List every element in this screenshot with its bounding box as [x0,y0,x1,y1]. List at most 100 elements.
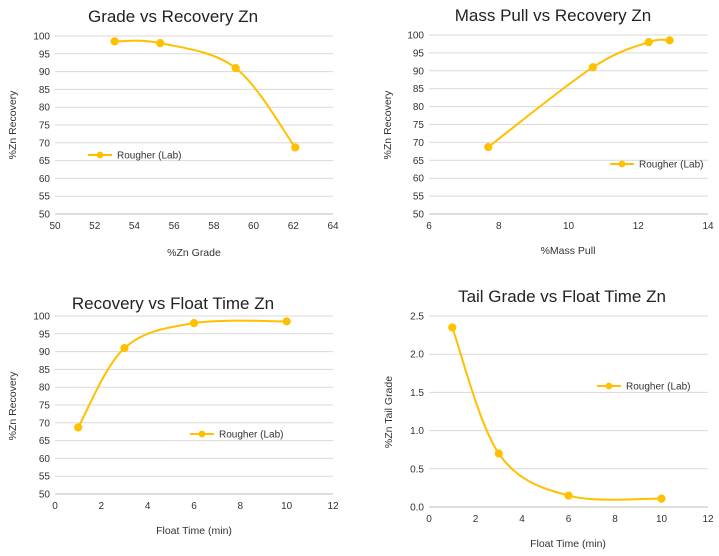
y-tick-label: 2.5 [410,312,424,323]
y-tick-label: 75 [39,121,51,132]
series-line [487,38,670,148]
y-tick-label: 85 [39,85,51,96]
y-tick-label: 95 [39,329,51,340]
x-tick-label: 58 [208,221,220,232]
x-axis-label: Float Time (min) [530,538,606,550]
data-point [494,449,503,458]
y-tick-label: 1.5 [410,388,424,399]
x-tick-label: 64 [327,221,339,232]
x-tick-label: 62 [288,221,300,232]
x-tick-label: 52 [89,221,101,232]
y-tick-label: 0.5 [410,464,424,475]
y-tick-label: 70 [39,418,51,429]
chart-tail-grade-vs-float-time: Tail Grade vs Float Time Zn 0.0 0.5 1.0 1.5 2… [383,287,714,550]
y-tick-label: 95 [39,49,51,60]
data-point [156,39,165,48]
data-point [665,36,674,45]
x-tick-label: 54 [129,221,141,232]
y-tick-label: 1.0 [410,426,424,437]
x-tick-label: 10 [563,221,575,232]
y-tick-label: 100 [33,32,50,43]
x-tick-label: 10 [281,501,293,512]
y-tick-label: 70 [39,138,51,149]
chart-title: Grade vs Recovery Zn [88,7,258,26]
data-point [231,63,240,73]
data-point [644,38,653,47]
y-tick-label: 85 [413,84,425,95]
y-tick-label: 80 [39,383,51,394]
data-point [448,323,457,332]
x-tick-label: 56 [169,221,181,232]
chart-title: Mass Pull vs Recovery Zn [455,6,652,25]
legend-swatch-marker [96,151,104,159]
y-tick-label: 55 [39,472,51,483]
x-tick-label: 12 [633,221,645,232]
y-tick-label: 65 [413,156,425,167]
y-tick-label: 85 [39,365,51,376]
data-point [484,142,493,152]
y-tick-label: 50 [413,210,425,221]
y-tick-label: 80 [413,102,425,113]
x-tick-label: 8 [238,501,244,512]
series-line [451,327,662,501]
series-line [114,39,297,149]
y-tick-label: 60 [39,454,51,465]
data-point [657,494,666,503]
y-axis-label: %Zn Recovery [7,371,19,441]
y-axis-label: %Zn Tail Grade [383,376,395,448]
chart-title: Recovery vs Float Time Zn [72,294,274,313]
legend-label: Rougher (Lab) [639,160,703,171]
x-tick-label: 2 [99,501,105,512]
chart-mass-pull-vs-recovery: Mass Pull vs Recovery Zn 50 55 60 65 70 75 80 85… [382,6,714,257]
legend-swatch-marker [605,382,613,390]
x-tick-label: 0 [52,501,58,512]
data-point [588,63,598,72]
x-tick-label: 8 [612,514,618,525]
y-tick-label: 2.0 [410,350,424,361]
y-tick-label: 55 [39,192,51,203]
y-tick-label: 0.0 [410,503,424,514]
x-tick-label: 50 [49,221,61,232]
y-tick-label: 75 [413,120,425,131]
y-tick-label: 90 [39,347,51,358]
data-point [282,317,291,326]
x-axis-label: %Mass Pull [541,245,596,257]
series-line [77,319,287,428]
data-point [291,143,300,152]
y-axis-label: %Zn Recovery [382,90,394,160]
y-tick-label: 60 [413,174,425,185]
data-point [74,423,83,432]
y-tick-label: 65 [39,436,51,447]
y-tick-label: 75 [39,401,51,412]
x-tick-label: 0 [426,514,432,525]
x-tick-label: 12 [702,514,714,525]
x-tick-label: 60 [248,221,260,232]
x-tick-label: 4 [145,501,151,512]
x-tick-label: 10 [656,514,668,525]
x-tick-label: 8 [496,221,502,232]
y-tick-label: 65 [39,156,51,167]
y-tick-label: 80 [39,103,51,114]
legend-label: Rougher (Lab) [117,151,181,162]
x-axis-label: Float Time (min) [156,525,232,537]
chart-recovery-vs-float-time: Recovery vs Float Time Zn505560657075808… [7,294,339,537]
data-point [120,343,129,353]
x-tick-label: 12 [327,501,339,512]
x-tick-label: 6 [191,501,197,512]
x-tick-label: 14 [702,221,714,232]
x-axis-label: %Zn Grade [167,247,221,259]
y-tick-label: 70 [413,138,425,149]
y-tick-label: 55 [413,192,425,203]
x-tick-label: 4 [519,514,525,525]
legend-label: Rougher (Lab) [219,430,283,441]
data-point [189,319,199,328]
y-tick-label: 95 [413,48,425,59]
data-point [564,491,573,500]
legend-label: Rougher (Lab) [626,382,690,393]
y-tick-label: 50 [39,490,51,501]
x-tick-label: 2 [473,514,479,525]
y-tick-label: 90 [413,66,425,77]
data-point [110,37,119,46]
chart-grade-vs-recovery: Grade vs Recovery Zn 50 55 60 65 70 75 80 85 90 95… [7,7,339,259]
